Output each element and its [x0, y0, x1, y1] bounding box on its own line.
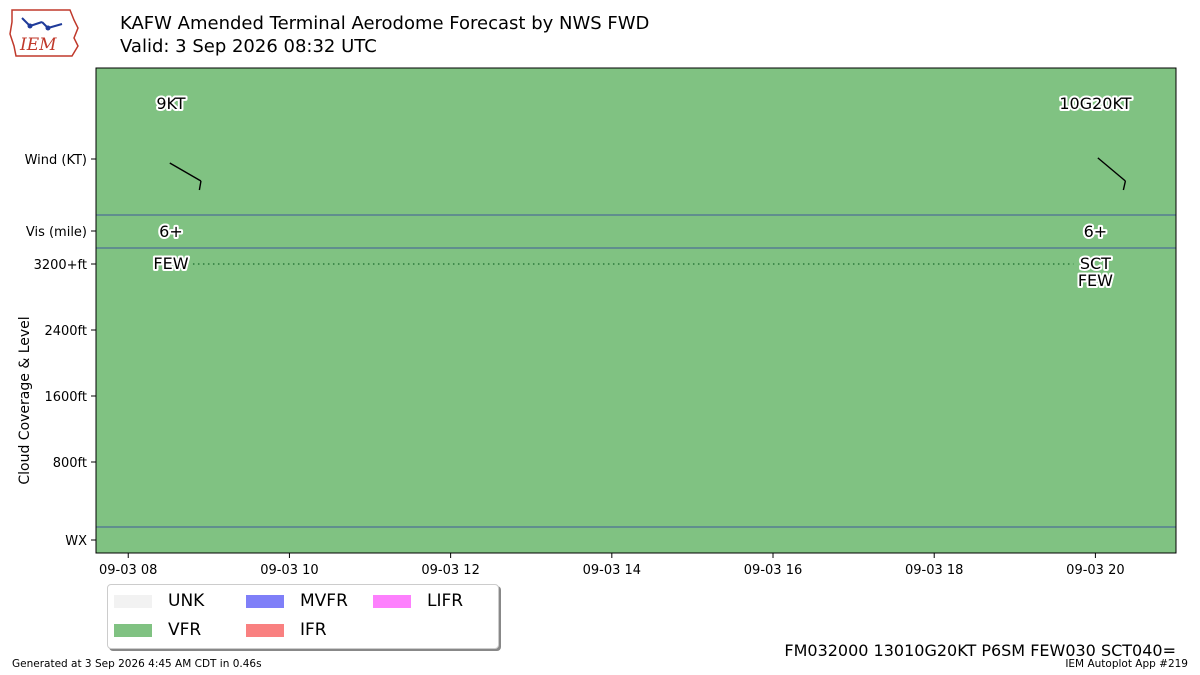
logo-text: IEM	[19, 35, 57, 55]
legend-label: VFR	[168, 620, 202, 640]
legend-label: LIFR	[427, 591, 464, 611]
y-tick-label: 1600ft	[44, 390, 87, 405]
iem-logo: IEM	[8, 6, 80, 60]
legend-swatch	[114, 624, 152, 637]
x-tick-label: 09-03 20	[1066, 563, 1124, 578]
legend-swatch	[246, 624, 284, 637]
autoplot-app-label: IEM Autoplot App #219	[1065, 658, 1188, 670]
x-tick-label: 09-03 18	[905, 563, 963, 578]
y-tick-label: WX	[65, 534, 87, 549]
plot-frame	[95, 67, 1177, 554]
title-line-2: Valid: 3 Sep 2026 08:32 UTC	[120, 36, 377, 57]
title-line-1: KAFW Amended Terminal Aerodome Forecast …	[120, 13, 650, 34]
y-tick-label: Wind (KT)	[25, 153, 87, 168]
wind-speed-label: 9KT	[156, 94, 185, 113]
legend-label: IFR	[300, 620, 327, 640]
y-axis-label: Cloud Coverage & Level	[17, 316, 33, 484]
legend-swatch	[246, 595, 284, 608]
chart-title: KAFW Amended Terminal Aerodome Forecast …	[120, 12, 649, 58]
wind-barb-staff	[169, 162, 202, 182]
x-tick-label: 09-03 16	[744, 563, 802, 578]
cloud-coverage-label: SCT	[1080, 254, 1111, 273]
legend-swatch	[114, 595, 152, 608]
wind-speed-label: 10G20KT	[1059, 94, 1131, 113]
legend-swatch	[373, 595, 411, 608]
visibility-label: 6+	[159, 222, 183, 241]
y-tick-label: 2400ft	[44, 324, 87, 339]
cloud-coverage-label: FEW	[1078, 271, 1113, 290]
visibility-label: 6+	[1084, 222, 1108, 241]
legend-label: UNK	[168, 591, 205, 611]
wind-barb-flag	[198, 180, 202, 191]
wind-barb-flag	[1122, 180, 1127, 191]
plot-background-vfr	[96, 68, 1176, 553]
legend-label: MVFR	[300, 591, 348, 611]
x-tick-label: 09-03 12	[421, 563, 479, 578]
y-tick-label: 800ft	[53, 456, 87, 471]
cloud-coverage-label: FEW	[153, 254, 188, 273]
x-tick-label: 09-03 10	[260, 563, 318, 578]
x-tick-label: 09-03 08	[99, 563, 157, 578]
x-tick-label: 09-03 14	[583, 563, 641, 578]
raw-taf-text: FM032000 13010G20KT P6SM FEW030 SCT040=	[784, 641, 1176, 660]
wind-barb-staff	[1097, 157, 1126, 182]
generated-timestamp: Generated at 3 Sep 2026 4:45 AM CDT in 0…	[12, 658, 262, 670]
y-tick-label: Vis (mile)	[26, 225, 87, 240]
y-tick-label: 3200+ft	[34, 258, 87, 273]
legend: UNK VFR MVFR IFR LIFR	[107, 584, 499, 649]
